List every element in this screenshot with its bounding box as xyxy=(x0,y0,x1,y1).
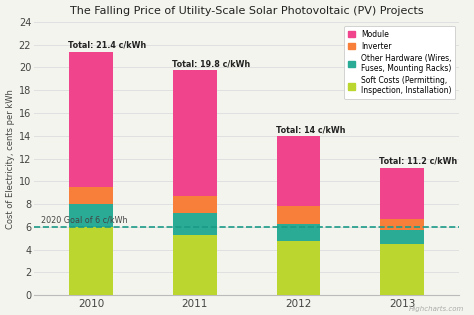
Bar xyxy=(380,168,424,219)
Text: Total: 19.8 c/kWh: Total: 19.8 c/kWh xyxy=(172,59,250,68)
Title: The Falling Price of Utility-Scale Solar Photovoltaic (PV) Projects: The Falling Price of Utility-Scale Solar… xyxy=(70,6,423,15)
Bar xyxy=(173,235,217,295)
Text: Total: 11.2 c/kWh: Total: 11.2 c/kWh xyxy=(379,157,457,166)
Bar xyxy=(173,213,217,235)
Bar xyxy=(277,136,320,206)
Bar xyxy=(380,230,424,244)
Bar xyxy=(277,206,320,224)
Bar xyxy=(69,52,113,187)
Bar xyxy=(380,244,424,295)
Bar xyxy=(277,241,320,295)
Bar xyxy=(277,224,320,241)
Y-axis label: Cost of Electricity, cents per kWh: Cost of Electricity, cents per kWh xyxy=(6,89,15,228)
Bar xyxy=(173,196,217,213)
Bar xyxy=(380,219,424,230)
Bar xyxy=(69,187,113,204)
Legend: Module, Inverter, Other Hardware (Wires,
Fuses, Mounting Racks), Soft Costs (Per: Module, Inverter, Other Hardware (Wires,… xyxy=(344,26,456,99)
Bar xyxy=(69,227,113,295)
Text: 2020 Goal of 6 c/kWh: 2020 Goal of 6 c/kWh xyxy=(41,215,128,224)
Text: Total: 14 c/kWh: Total: 14 c/kWh xyxy=(275,125,345,134)
Bar xyxy=(69,204,113,227)
Bar xyxy=(173,70,217,196)
Text: Total: 21.4 c/kWh: Total: 21.4 c/kWh xyxy=(68,41,146,50)
Text: Highcharts.com: Highcharts.com xyxy=(409,306,465,312)
